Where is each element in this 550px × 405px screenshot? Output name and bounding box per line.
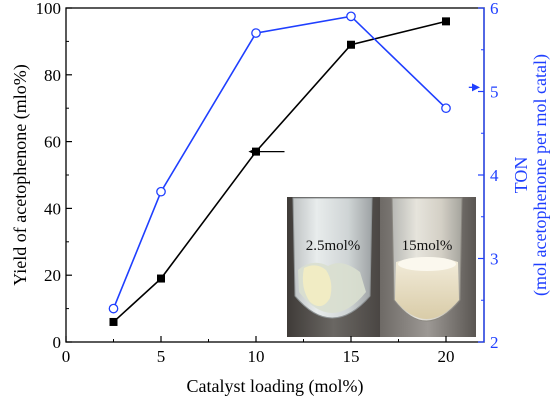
y2-tick-label: 6 (490, 0, 499, 18)
data-point-square (109, 317, 118, 326)
y-tick-label: 80 (44, 66, 61, 85)
x-tick-label: 15 (343, 347, 360, 366)
liquid-right (395, 257, 459, 319)
data-point-square (157, 274, 165, 283)
y2-tick-label: 4 (490, 166, 499, 185)
y-tick-label: 40 (44, 199, 61, 218)
data-point-circle (156, 186, 166, 197)
y2-axis-title-line1: TON (511, 157, 531, 194)
y-tick-label: 0 (53, 333, 62, 352)
data-point-circle (346, 11, 356, 22)
right-axis-arrow-head (472, 83, 480, 92)
data-point-square (347, 40, 355, 49)
data-point-circle (441, 103, 451, 114)
x-tick-label: 10 (248, 347, 265, 366)
inset-photo: 2.5mol% 15mol% (287, 197, 476, 337)
y2-tick-label: 2 (490, 333, 499, 352)
photo-label-left: 2.5mol% (306, 238, 361, 254)
data-point-square (442, 17, 450, 26)
y-tick-label: 60 (44, 133, 61, 152)
annotations (248, 83, 480, 156)
left-axis-arrow-head (248, 147, 258, 156)
axes: 0 5 10 15 20 0 20 40 60 80 100 2 3 4 5 6 (36, 0, 500, 366)
x-axis-title: Catalyst loading (mol%) (187, 376, 364, 397)
y2-axis-title-line2: (mol acetophenone per mol catal) (530, 54, 550, 296)
y-axis-title: Yield of acetophenone (mlo%) (10, 64, 31, 285)
solid-chunk-left (302, 265, 332, 307)
y-tick-label: 100 (36, 0, 62, 18)
y-tick-label: 20 (44, 266, 61, 285)
y2-tick-label: 3 (490, 250, 499, 269)
foam-right (398, 257, 456, 271)
data-point-circle (108, 303, 119, 314)
photo-label-right: 15mol% (402, 238, 453, 254)
x-tick-label: 0 (62, 347, 71, 366)
x-tick-label: 20 (438, 347, 455, 366)
data-point-circle (251, 28, 261, 38)
y2-tick-label: 5 (490, 83, 499, 102)
x-tick-label: 5 (157, 347, 166, 366)
